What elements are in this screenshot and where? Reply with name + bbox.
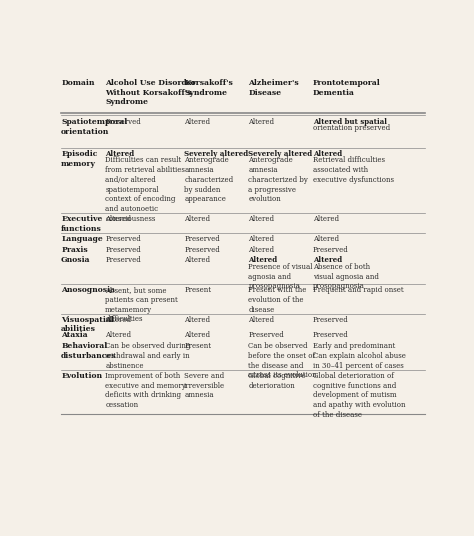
Text: orientation preserved: orientation preserved	[313, 124, 390, 132]
Text: Absent, but some
patients can present
metamemory
difficulties: Absent, but some patients can present me…	[105, 286, 178, 323]
Text: Frontotemporal
Dementia: Frontotemporal Dementia	[313, 79, 381, 96]
Text: Evolution: Evolution	[61, 372, 102, 380]
Text: Ataxia: Ataxia	[61, 331, 88, 339]
Text: Retrieval difficulties
associated with
executive dysfunctions: Retrieval difficulties associated with e…	[313, 157, 394, 184]
Text: Anosognosia: Anosognosia	[61, 286, 115, 294]
Text: Altered: Altered	[248, 118, 274, 126]
Text: Altered: Altered	[248, 215, 274, 223]
Text: Can be observed during
withdrawal and early in
abstinence: Can be observed during withdrawal and ea…	[105, 342, 191, 370]
Text: Altered: Altered	[313, 150, 342, 158]
Text: Altered: Altered	[313, 215, 339, 223]
Text: Altered: Altered	[248, 245, 274, 254]
Text: Altered: Altered	[184, 118, 210, 126]
Text: Altered: Altered	[105, 316, 131, 324]
Text: Alcohol Use Disorder
Without Korsakoff's
Syndrome: Alcohol Use Disorder Without Korsakoff's…	[105, 79, 196, 106]
Text: Altered: Altered	[184, 256, 210, 264]
Text: Severely altered: Severely altered	[248, 150, 312, 158]
Text: Preserved: Preserved	[105, 118, 141, 126]
Text: Altered: Altered	[248, 235, 274, 243]
Text: Language: Language	[61, 235, 103, 243]
Text: Altered: Altered	[313, 256, 342, 264]
Text: Altered: Altered	[105, 150, 134, 158]
Text: Altered: Altered	[184, 316, 210, 324]
Text: Preserved: Preserved	[105, 245, 141, 254]
Text: Frequent and rapid onset: Frequent and rapid onset	[313, 286, 403, 294]
Text: Early and predominant
Can explain alcohol abuse
in 30–41 percent of cases: Early and predominant Can explain alcoho…	[313, 342, 406, 370]
Text: Preserved: Preserved	[184, 235, 220, 243]
Text: Altered: Altered	[184, 331, 210, 339]
Text: Altered: Altered	[105, 215, 131, 223]
Text: Altered but spatial: Altered but spatial	[313, 118, 387, 126]
Text: Alzheimer's
Disease: Alzheimer's Disease	[248, 79, 299, 96]
Text: Behavioral
disturbances: Behavioral disturbances	[61, 342, 117, 360]
Text: Preserved: Preserved	[105, 235, 141, 243]
Text: Preserved: Preserved	[248, 331, 284, 339]
Text: Preserved: Preserved	[313, 331, 348, 339]
Text: Improvement of both
executive and memory
deficits with drinking
cessation: Improvement of both executive and memory…	[105, 372, 186, 409]
Text: Difficulties can result
from retrieval abilities
and/or altered
spatiotemporal
c: Difficulties can result from retrieval a…	[105, 157, 185, 223]
Text: Altered: Altered	[105, 331, 131, 339]
Text: Present: Present	[184, 342, 211, 350]
Text: Korsakoff's
Syndrome: Korsakoff's Syndrome	[184, 79, 233, 96]
Text: Preserved: Preserved	[313, 316, 348, 324]
Text: Present: Present	[184, 286, 211, 294]
Text: Present with the
evolution of the
disease: Present with the evolution of the diseas…	[248, 286, 307, 314]
Text: Altered: Altered	[184, 215, 210, 223]
Text: Global cognitive
deterioration: Global cognitive deterioration	[248, 372, 306, 390]
Text: Altered: Altered	[313, 235, 339, 243]
Text: Praxis: Praxis	[61, 245, 88, 254]
Text: Episodic
memory: Episodic memory	[61, 150, 98, 168]
Text: Preserved: Preserved	[313, 245, 348, 254]
Text: Visuospatial
abilities: Visuospatial abilities	[61, 316, 114, 333]
Text: Spatiotemporal
orientation: Spatiotemporal orientation	[61, 118, 128, 136]
Text: Severely altered: Severely altered	[184, 150, 248, 158]
Text: Anterograde
amnesia
characterized
by sudden
appearance: Anterograde amnesia characterized by sud…	[184, 157, 233, 204]
Text: Global deterioration of
cognitive functions and
development of mutism
and apathy: Global deterioration of cognitive functi…	[313, 372, 405, 419]
Text: Preserved: Preserved	[184, 245, 220, 254]
Text: Preserved: Preserved	[105, 256, 141, 264]
Text: Presence of visual
agnosia and
prosopagnosia: Presence of visual agnosia and prosopagn…	[248, 263, 313, 291]
Text: Absence of both
visual agnosia and
prosopagnosia: Absence of both visual agnosia and proso…	[313, 263, 379, 291]
Text: Altered: Altered	[248, 256, 278, 264]
Text: Gnosia: Gnosia	[61, 256, 91, 264]
Text: Can be observed
before the onset of
the disease and
across its evolution: Can be observed before the onset of the …	[248, 342, 317, 379]
Text: Altered: Altered	[248, 316, 274, 324]
Text: Anterograde
amnesia
characterized by
a progressive
evolution: Anterograde amnesia characterized by a p…	[248, 157, 308, 204]
Text: Executive
functions: Executive functions	[61, 215, 102, 233]
Text: Domain: Domain	[61, 79, 95, 87]
Text: Severe and
irreversible
amnesia: Severe and irreversible amnesia	[184, 372, 225, 399]
